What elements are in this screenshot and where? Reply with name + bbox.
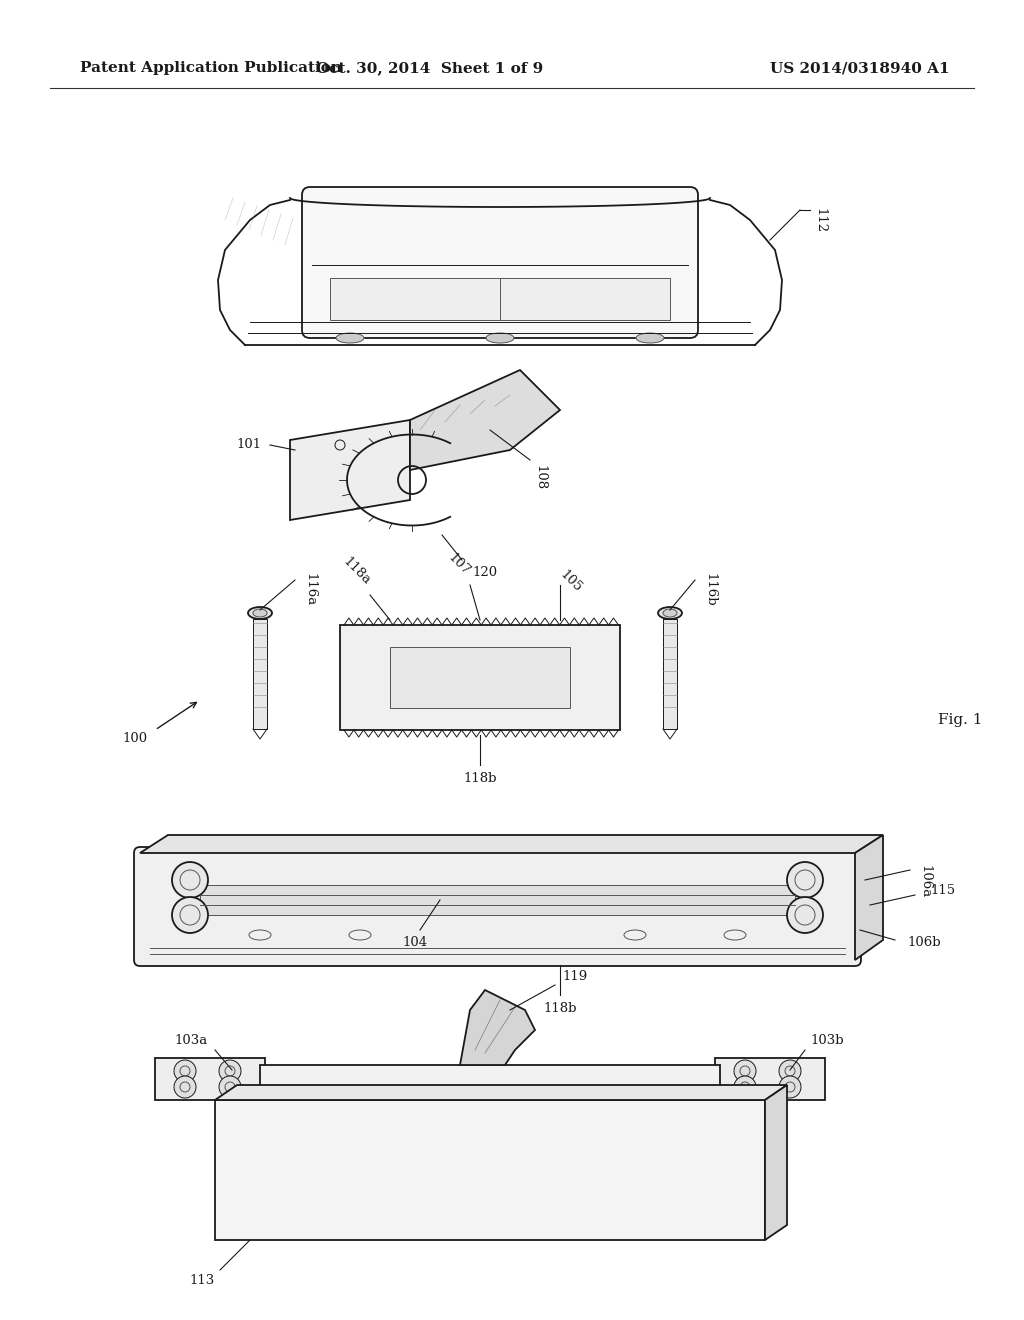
Circle shape (734, 1076, 756, 1098)
Text: 105: 105 (557, 569, 585, 595)
Ellipse shape (486, 333, 514, 343)
FancyBboxPatch shape (302, 187, 698, 338)
Bar (663, 619, 677, 729)
Circle shape (172, 862, 208, 898)
Circle shape (174, 1076, 196, 1098)
FancyBboxPatch shape (134, 847, 861, 966)
Text: 112: 112 (813, 209, 826, 234)
Text: 116a: 116a (303, 573, 316, 606)
Circle shape (172, 898, 208, 933)
Circle shape (174, 1060, 196, 1082)
Text: 108: 108 (534, 465, 547, 490)
Text: 106b: 106b (907, 936, 941, 949)
Polygon shape (410, 370, 560, 470)
Polygon shape (460, 990, 535, 1065)
Circle shape (219, 1060, 241, 1082)
Text: 106a: 106a (919, 865, 932, 898)
Bar (715, 1059, 825, 1100)
Text: 120: 120 (472, 565, 497, 578)
Text: 101: 101 (237, 438, 262, 451)
Bar (215, 1100, 765, 1239)
Circle shape (219, 1076, 241, 1098)
Ellipse shape (248, 607, 272, 619)
Ellipse shape (636, 333, 664, 343)
Polygon shape (855, 836, 883, 960)
Polygon shape (215, 1085, 787, 1100)
Text: 103b: 103b (810, 1034, 844, 1047)
Ellipse shape (663, 609, 677, 616)
Polygon shape (290, 420, 410, 520)
Text: 116b: 116b (703, 573, 717, 607)
Text: 100: 100 (123, 731, 147, 744)
Text: 104: 104 (402, 936, 428, 949)
Polygon shape (765, 1085, 787, 1239)
Text: Fig. 1: Fig. 1 (938, 713, 982, 727)
Text: 107: 107 (445, 550, 473, 578)
Bar (330, 279, 670, 319)
Circle shape (787, 898, 823, 933)
Text: 115: 115 (930, 883, 955, 896)
Text: 103a: 103a (175, 1034, 208, 1047)
Text: Oct. 30, 2014  Sheet 1 of 9: Oct. 30, 2014 Sheet 1 of 9 (316, 61, 544, 75)
Ellipse shape (253, 609, 267, 616)
Bar (260, 1065, 720, 1096)
Circle shape (779, 1060, 801, 1082)
Bar (253, 619, 267, 729)
Text: 118b: 118b (463, 771, 497, 784)
Text: 113: 113 (189, 1274, 215, 1287)
Text: US 2014/0318940 A1: US 2014/0318940 A1 (770, 61, 949, 75)
Text: Patent Application Publication: Patent Application Publication (80, 61, 342, 75)
Ellipse shape (658, 607, 682, 619)
Bar (340, 624, 620, 730)
Bar (155, 1059, 265, 1100)
Ellipse shape (336, 333, 364, 343)
Text: 118b: 118b (544, 1002, 577, 1015)
Circle shape (787, 862, 823, 898)
Circle shape (734, 1060, 756, 1082)
Text: 118a: 118a (340, 554, 373, 587)
Bar (200, 884, 795, 915)
Text: 119: 119 (562, 970, 587, 983)
Circle shape (779, 1076, 801, 1098)
Polygon shape (140, 836, 883, 853)
Bar (390, 647, 570, 708)
